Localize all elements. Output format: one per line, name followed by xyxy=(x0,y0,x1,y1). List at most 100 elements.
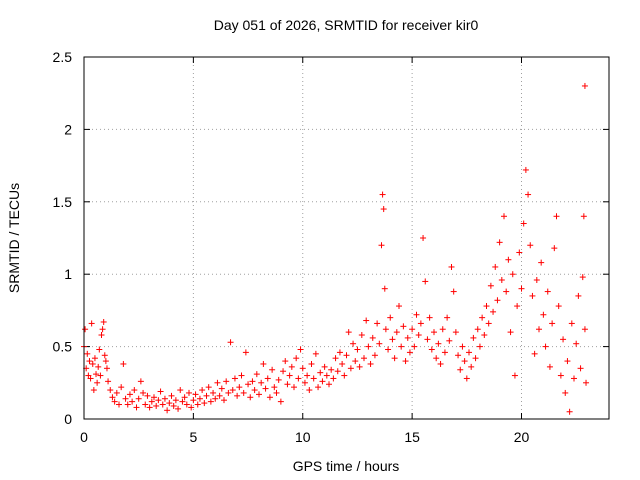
data-point xyxy=(234,392,241,399)
data-point xyxy=(575,292,582,299)
data-point xyxy=(91,355,98,362)
data-point xyxy=(328,366,335,373)
data-point xyxy=(179,398,186,405)
data-point xyxy=(474,326,481,333)
data-point xyxy=(216,392,223,399)
data-point xyxy=(385,346,392,353)
data-point xyxy=(354,346,361,353)
data-point xyxy=(90,387,97,394)
data-point xyxy=(583,379,590,386)
data-point xyxy=(437,360,444,367)
data-point xyxy=(468,363,475,370)
data-point xyxy=(511,372,518,379)
data-point xyxy=(531,350,538,357)
data-point xyxy=(214,379,221,386)
data-point xyxy=(555,303,562,310)
data-point xyxy=(137,378,144,385)
data-point xyxy=(566,408,573,415)
data-point xyxy=(258,379,265,386)
data-point xyxy=(231,375,238,382)
data-point xyxy=(490,308,497,315)
data-point xyxy=(553,213,560,220)
data-point xyxy=(155,397,162,404)
data-point xyxy=(269,366,276,373)
data-point xyxy=(573,340,580,347)
data-point xyxy=(374,320,381,327)
data-point xyxy=(481,332,488,339)
data-point xyxy=(507,329,514,336)
data-point xyxy=(514,303,521,310)
data-point xyxy=(159,401,166,408)
data-point xyxy=(131,387,138,394)
x-axis-label: GPS time / hours xyxy=(293,458,400,474)
data-point xyxy=(205,384,212,391)
data-point xyxy=(380,206,387,213)
data-point xyxy=(463,375,470,382)
data-point xyxy=(483,303,490,310)
data-point xyxy=(505,256,512,263)
data-point xyxy=(164,407,171,414)
data-point xyxy=(533,276,540,283)
data-point xyxy=(400,323,407,330)
data-point xyxy=(433,355,440,362)
data-point xyxy=(84,350,91,357)
data-point xyxy=(247,394,254,401)
data-point xyxy=(105,378,112,385)
data-point xyxy=(404,334,411,341)
data-point xyxy=(170,402,177,409)
data-point xyxy=(249,378,256,385)
data-point xyxy=(218,385,225,392)
data-point xyxy=(452,329,459,336)
data-point xyxy=(540,311,547,318)
data-point xyxy=(286,372,293,379)
data-point xyxy=(409,326,416,333)
data-point xyxy=(144,392,151,399)
data-point xyxy=(321,363,328,370)
data-point xyxy=(466,349,472,356)
data-point xyxy=(196,395,203,402)
data-point xyxy=(509,271,516,278)
data-point xyxy=(175,405,182,412)
data-point xyxy=(334,368,341,375)
data-point xyxy=(396,303,402,310)
data-point xyxy=(153,402,160,409)
data-point xyxy=(577,365,584,372)
data-point xyxy=(479,314,486,321)
data-point xyxy=(363,317,370,324)
data-point xyxy=(315,384,322,391)
data-point xyxy=(516,249,523,256)
data-point xyxy=(221,397,227,404)
data-point xyxy=(288,363,295,370)
data-point xyxy=(88,320,95,327)
data-point xyxy=(284,381,291,388)
y-tick-label: 2 xyxy=(64,121,72,137)
data-point xyxy=(494,297,501,304)
data-point xyxy=(455,352,462,359)
data-point xyxy=(492,263,499,270)
data-point xyxy=(426,314,433,321)
data-point xyxy=(282,358,289,365)
data-point xyxy=(367,360,374,367)
data-point xyxy=(580,213,587,220)
data-point xyxy=(203,392,210,399)
x-tick-label: 20 xyxy=(514,429,530,445)
y-axis-label: SRMTID / TECUs xyxy=(6,183,22,293)
data-point xyxy=(275,376,282,383)
data-point xyxy=(260,360,267,367)
data-point xyxy=(503,288,510,295)
data-point xyxy=(135,395,142,402)
data-point xyxy=(562,389,569,396)
data-point xyxy=(376,340,383,347)
data-point xyxy=(352,358,359,365)
data-point xyxy=(201,400,208,407)
y-tick-label: 0 xyxy=(64,411,72,427)
data-point xyxy=(546,363,553,370)
data-point xyxy=(293,355,300,362)
data-point xyxy=(124,401,131,408)
data-point xyxy=(417,320,424,327)
data-point xyxy=(271,384,278,391)
data-point xyxy=(330,375,337,382)
x-ticks: 0 5 10 15 20 xyxy=(80,57,529,445)
data-point xyxy=(188,404,195,411)
